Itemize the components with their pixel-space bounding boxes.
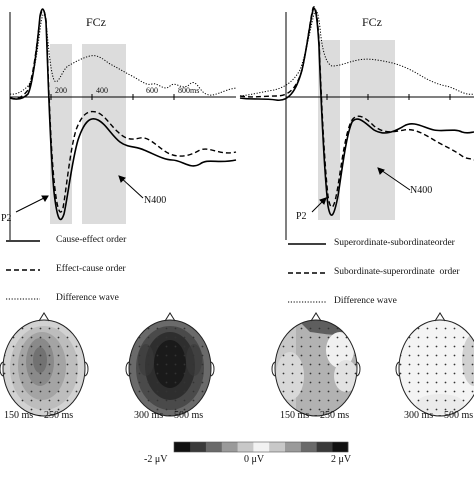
right-p2-window [318,40,340,220]
legend-samples [6,240,326,303]
colorbar-swatch [221,442,238,452]
left-p2-label: P2 [1,213,12,224]
left-tick-400: 400 [96,86,108,95]
left-erp-plot [9,8,237,240]
left-electrode-label: FCz [86,15,107,29]
topomap-3-window: 150 ms - 250 ms [280,410,350,421]
colorbar-swatch [253,442,270,452]
colorbar-max-label: 2 μV [331,454,352,465]
topomap-2 [125,312,215,417]
right-n400-window [350,40,395,220]
topomap-3 [271,312,361,417]
left-tick-800: 800ms [178,86,200,95]
right-difference-wave [239,10,474,97]
right-erp-plot [239,6,474,240]
left-x-ticks [50,94,175,100]
right-electrode-label: FCz [362,15,383,29]
colorbar-swatch [205,442,222,452]
left-legend-dashed: Effect-cause order [56,264,126,274]
colorbar-swatch [189,442,206,452]
colorbar-swatch [316,442,333,452]
colorbar-swatch [284,442,301,452]
colorbar-frame [173,441,349,453]
colorbar-swatch [300,442,317,452]
topomap-4-window: 300 ms - 500 ms [404,410,474,421]
left-tick-600: 600 [146,86,158,95]
colorbar-swatch [332,442,349,452]
right-superordinate-subordinate-wave [239,7,474,216]
left-tick-200: 200 [55,86,67,95]
right-n400-label: N400 [410,185,433,196]
right-legend-dotted: Difference wave [334,296,397,306]
left-effect-cause-wave [9,9,237,213]
right-p2-label: P2 [296,211,307,222]
left-n400-label: N400 [144,195,167,206]
colorbar-swatch [174,442,191,452]
colorbar-swatch [237,442,254,452]
right-legend-dashed: Subordinate-superordinate order [334,267,460,277]
right-legend-solid: Superordinate-subordinateorder [334,238,455,248]
left-difference-wave [9,13,237,96]
left-p2-window [50,44,72,224]
topomap-4 [395,312,474,417]
topomap-1 [0,312,89,417]
colorbar [173,441,349,453]
left-n400-window [82,44,126,224]
colorbar-min-label: -2 μV [144,454,168,465]
left-legend-solid: Cause-effect order [56,235,127,245]
topomap-2-window: 300 ms - 500 ms [134,410,204,421]
topomap-1-window: 150 ms - 250 ms [4,410,74,421]
right-x-ticks [326,94,451,100]
left-legend-dotted: Difference wave [56,293,119,303]
left-cause-effect-wave [9,8,237,221]
component-arrows [15,167,411,213]
colorbar-swatch [268,442,286,452]
colorbar-mid-label: 0 μV [244,454,265,465]
